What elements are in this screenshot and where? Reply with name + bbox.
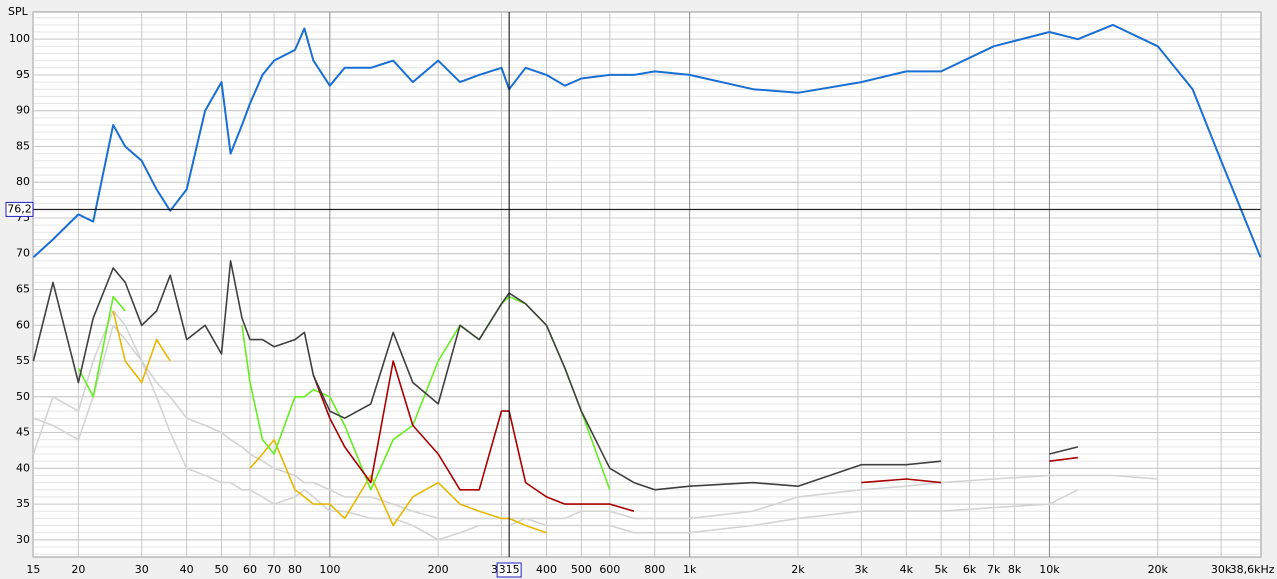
y-tick-label: 100 — [9, 32, 30, 45]
x-tick-label: 80 — [288, 563, 302, 576]
y-tick-label: 70 — [16, 247, 30, 260]
series-line — [32, 23, 1262, 259]
x-tick-label: 7k — [987, 563, 1001, 576]
y-tick-label: 60 — [16, 318, 30, 331]
x-tick-label: 38,6kHz — [1230, 563, 1275, 576]
y-axis-label: SPL — [8, 5, 29, 18]
y-tick-label: 50 — [16, 390, 30, 403]
y-tick-label: 65 — [16, 283, 30, 296]
plot-area — [32, 11, 1262, 558]
y-tick-label: 85 — [16, 139, 30, 152]
x-tick-label: 15 — [26, 563, 40, 576]
x-tick-label: 100 — [319, 563, 340, 576]
x-tick-label: 20 — [71, 563, 85, 576]
x-tick-label: 50 — [215, 563, 229, 576]
x-tick-label: 1k — [683, 563, 697, 576]
x-tick-label: 30k — [1211, 563, 1232, 576]
x-tick-label: 60 — [243, 563, 257, 576]
x-tick-label: 8k — [1008, 563, 1022, 576]
x-tick-label: 4k — [900, 563, 914, 576]
y-tick-label: 30 — [16, 533, 30, 546]
y-tick-label: 95 — [16, 68, 30, 81]
cursor-label-box — [5, 201, 34, 217]
x-tick-label: 5k — [934, 563, 948, 576]
x-tick-label: 10k — [1039, 563, 1060, 576]
y-tick-label: 55 — [16, 354, 30, 367]
x-tick-label: 6k — [963, 563, 977, 576]
y-tick-label: 40 — [16, 461, 30, 474]
x-tick-label: 40 — [180, 563, 194, 576]
x-tick-label: 3k — [855, 563, 869, 576]
x-tick-label: 400 — [536, 563, 557, 576]
y-tick-label: 90 — [16, 104, 30, 117]
cursor-label: 315 — [499, 563, 520, 576]
x-tick-label: 20k — [1148, 563, 1169, 576]
y-tick-label: 35 — [16, 497, 30, 510]
x-tick-label: 600 — [599, 563, 620, 576]
x-tick-label: 70 — [267, 563, 281, 576]
x-tick-label: 200 — [428, 563, 449, 576]
series-line — [32, 310, 1158, 541]
cursor-label-box — [496, 562, 522, 578]
x-tick-label: 500 — [571, 563, 592, 576]
x-tick-label: 2k — [791, 563, 805, 576]
cursor-label: 76,2 — [7, 202, 32, 215]
series-line — [112, 310, 547, 534]
x-tick-label: 30 — [135, 563, 149, 576]
series-line — [32, 260, 1079, 491]
y-tick-label: 45 — [16, 426, 30, 439]
x-tick-label: 800 — [644, 563, 665, 576]
y-tick-label: 80 — [16, 175, 30, 188]
series-line — [312, 360, 1079, 512]
